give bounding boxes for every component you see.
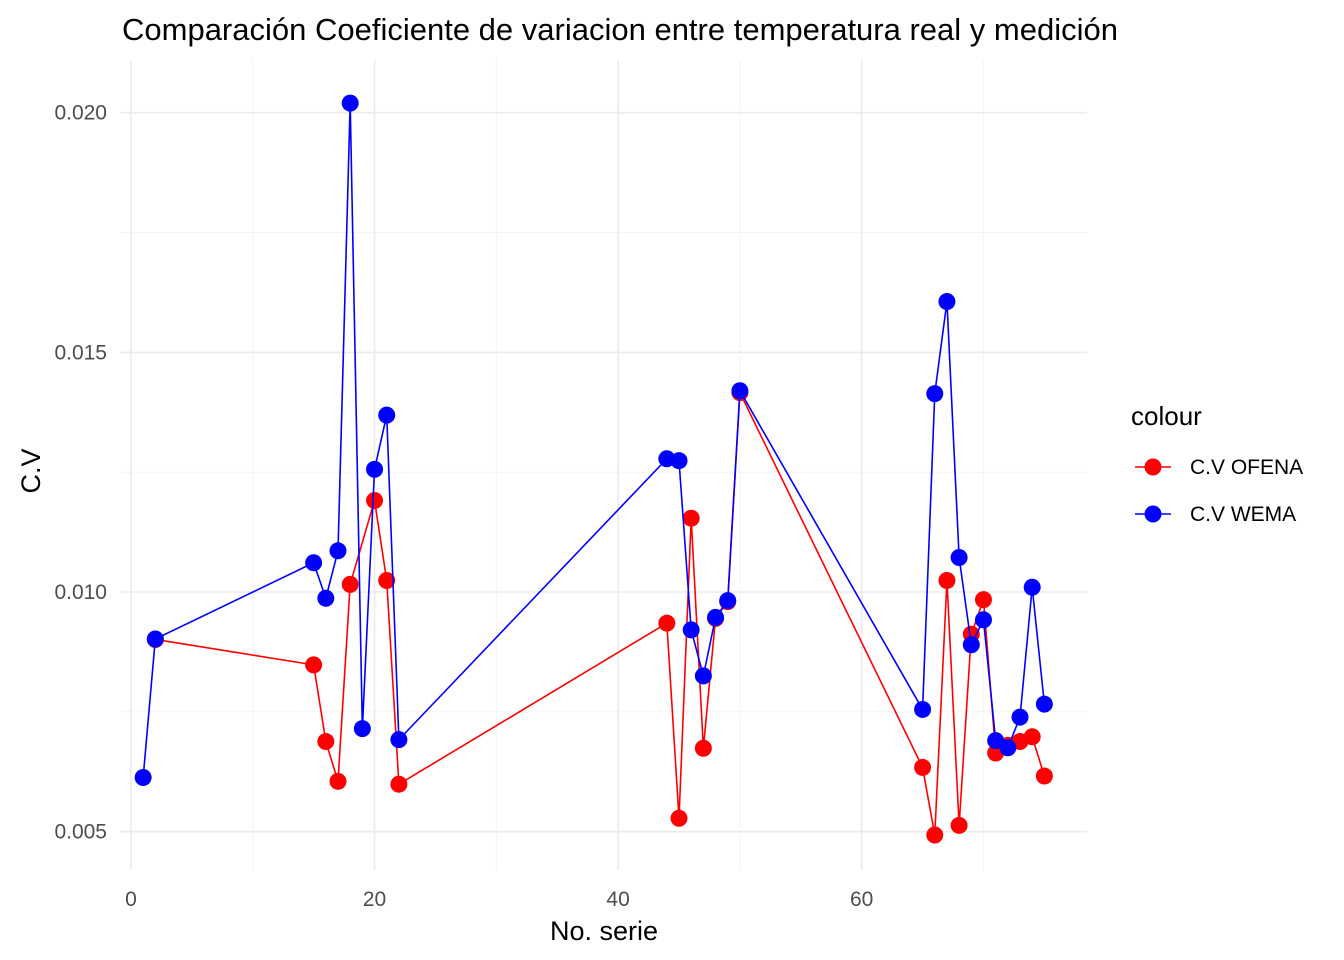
legend-label: C.V WEMA	[1190, 503, 1296, 526]
data-point	[366, 491, 384, 509]
data-point	[914, 700, 932, 718]
legend-key-point	[1144, 458, 1162, 476]
data-point	[731, 382, 749, 400]
data-point	[694, 739, 712, 757]
y-tick-label: 0.020	[54, 102, 107, 125]
series-line	[142, 102, 1046, 778]
data-point	[719, 592, 737, 610]
data-point	[378, 572, 396, 590]
data-point	[974, 591, 992, 609]
series-layer	[134, 94, 1053, 844]
data-point	[707, 608, 725, 626]
legend-items: C.V OFENA C.V WEMA	[1135, 456, 1303, 526]
data-point	[329, 542, 347, 560]
data-point	[682, 509, 700, 527]
data-point	[914, 758, 932, 776]
x-tick-label: 20	[363, 888, 386, 911]
data-point	[317, 589, 335, 607]
chart-title: Comparación Coeficiente de variacion ent…	[122, 12, 1118, 47]
legend-item: C.V OFENA	[1135, 456, 1303, 479]
x-tick-label: 40	[606, 888, 629, 911]
data-point	[938, 572, 956, 590]
data-point	[378, 406, 396, 424]
data-point	[950, 816, 968, 834]
data-point	[1023, 578, 1041, 596]
grid	[120, 60, 1087, 870]
legend-item: C.V WEMA	[1135, 503, 1296, 526]
data-point	[317, 733, 335, 751]
data-point	[305, 554, 323, 572]
legend: colour C.V OFENA C.V WEMA	[1131, 401, 1303, 526]
legend-key-point	[1144, 505, 1162, 523]
data-point	[134, 768, 152, 786]
data-point	[658, 614, 676, 632]
data-point	[366, 460, 384, 478]
data-point	[341, 575, 359, 593]
data-point	[1035, 767, 1053, 785]
data-point	[353, 720, 371, 738]
data-point	[950, 549, 968, 567]
series-line	[155, 391, 1046, 836]
data-point	[1023, 728, 1041, 746]
data-point	[341, 94, 359, 112]
data-point	[938, 293, 956, 311]
data-point	[670, 452, 688, 470]
x-tick-label: 60	[850, 888, 873, 911]
x-axis-ticks: 0 20 40 60	[125, 888, 873, 911]
series-c-v-wema	[134, 94, 1053, 786]
data-point	[974, 611, 992, 629]
data-point	[670, 809, 688, 827]
data-point	[682, 621, 700, 639]
y-tick-label: 0.005	[54, 821, 107, 844]
data-point	[329, 772, 347, 790]
data-point	[926, 826, 944, 844]
data-point	[962, 636, 980, 654]
data-point	[1035, 695, 1053, 713]
data-point	[390, 775, 408, 793]
data-point	[146, 630, 164, 648]
y-tick-label: 0.010	[54, 581, 107, 604]
y-axis-ticks: 0.005 0.010 0.015 0.020	[54, 102, 107, 844]
y-tick-label: 0.015	[54, 341, 107, 364]
data-point	[999, 739, 1017, 757]
x-tick-label: 0	[125, 888, 137, 911]
data-point	[694, 667, 712, 685]
legend-label: C.V OFENA	[1190, 456, 1303, 479]
data-point	[926, 385, 944, 403]
series-c-v-ofena	[146, 384, 1053, 844]
y-axis-title: C.V	[16, 448, 46, 493]
data-point	[305, 656, 323, 674]
data-point	[1011, 708, 1029, 726]
data-point	[390, 731, 408, 749]
legend-title: colour	[1131, 401, 1202, 431]
x-axis-title: No. serie	[550, 916, 658, 946]
